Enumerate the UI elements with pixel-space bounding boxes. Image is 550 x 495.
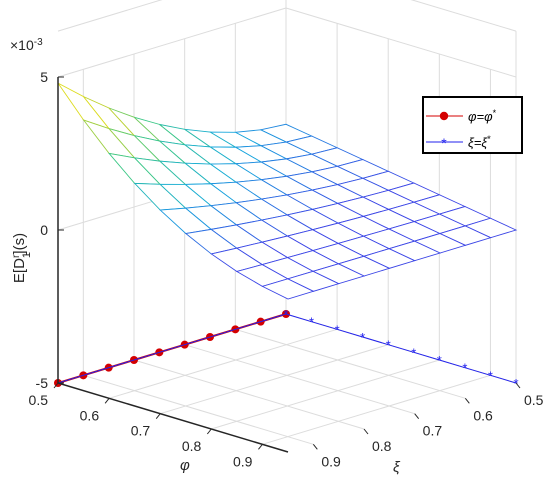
z-axis-exponent: ×10-3 [10,37,43,54]
x-axis-line [57,382,289,453]
legend-marker-phi [439,111,449,121]
grid-line [285,7,517,78]
legend-label-xi: ξ=ξ* [468,134,491,150]
legend: φ=φ* * ξ=ξ* [422,96,523,154]
x-tick [53,382,59,389]
z-tick-label: -5 [36,375,49,391]
series-point: * [335,322,340,337]
x-tick [104,398,110,404]
x-tick [258,444,263,450]
series-lines: ********** [54,307,519,391]
x-tick-label: 0.7 [131,423,151,439]
x-tick [206,428,212,435]
series-line [57,313,287,384]
surface-cell [261,278,315,300]
grid-line [160,344,389,415]
z-axis-label: E[D1r](s) [11,233,34,283]
series-point: * [411,345,416,360]
surface-mesh [57,82,518,300]
z-tick-label: 0 [40,222,48,238]
x-tick-label: 0.5 [29,392,49,408]
y-tick [464,398,470,404]
x-tick-label: 0.8 [182,438,202,454]
x-tick-label: 0.9 [233,453,253,469]
grid-line [108,328,338,399]
z-tick-label: 5 [40,69,48,85]
y-tick [414,413,420,419]
legend-box [422,96,523,154]
x-axis-label: φ [180,457,190,474]
series-point: * [488,368,493,383]
y-tick [515,382,521,389]
grid-line [262,374,491,445]
y-tick [312,444,318,450]
series-line [285,313,517,384]
y-tick-label: 0.5 [524,392,544,408]
grid-line [133,359,365,430]
series-point: * [309,315,314,330]
series-point: * [437,353,442,368]
grid-line [184,344,415,415]
x-tick [155,413,161,419]
y-tick-label: 0.9 [321,453,341,469]
axes: -5 0 5 0.5 0.6 0.7 0.8 0.9 0.5 0.6 0.7 0.8 0.9 [29,69,544,469]
legend-marker-xi: * [441,135,447,151]
y-tick-label: 0.8 [372,438,392,454]
grid-line [57,7,287,78]
grid-line [235,328,466,399]
box-edge [57,0,163,32]
legend-label-phi: φ=φ* [468,108,497,124]
series-point: * [462,361,467,376]
box-edge [410,0,517,32]
y-tick-label: 0.7 [423,423,443,439]
grid-line [83,374,314,445]
legend-item-phi: φ=φ* [426,108,497,124]
series-point: * [360,330,365,345]
y-tick-label: 0.6 [473,407,493,423]
y-axis-label: ξ [393,459,401,476]
grid-line [211,359,440,430]
x-tick-label: 0.6 [80,407,100,423]
y-tick [363,428,369,435]
series-point: * [386,338,391,353]
legend-item-xi: * ξ=ξ* [426,134,491,151]
